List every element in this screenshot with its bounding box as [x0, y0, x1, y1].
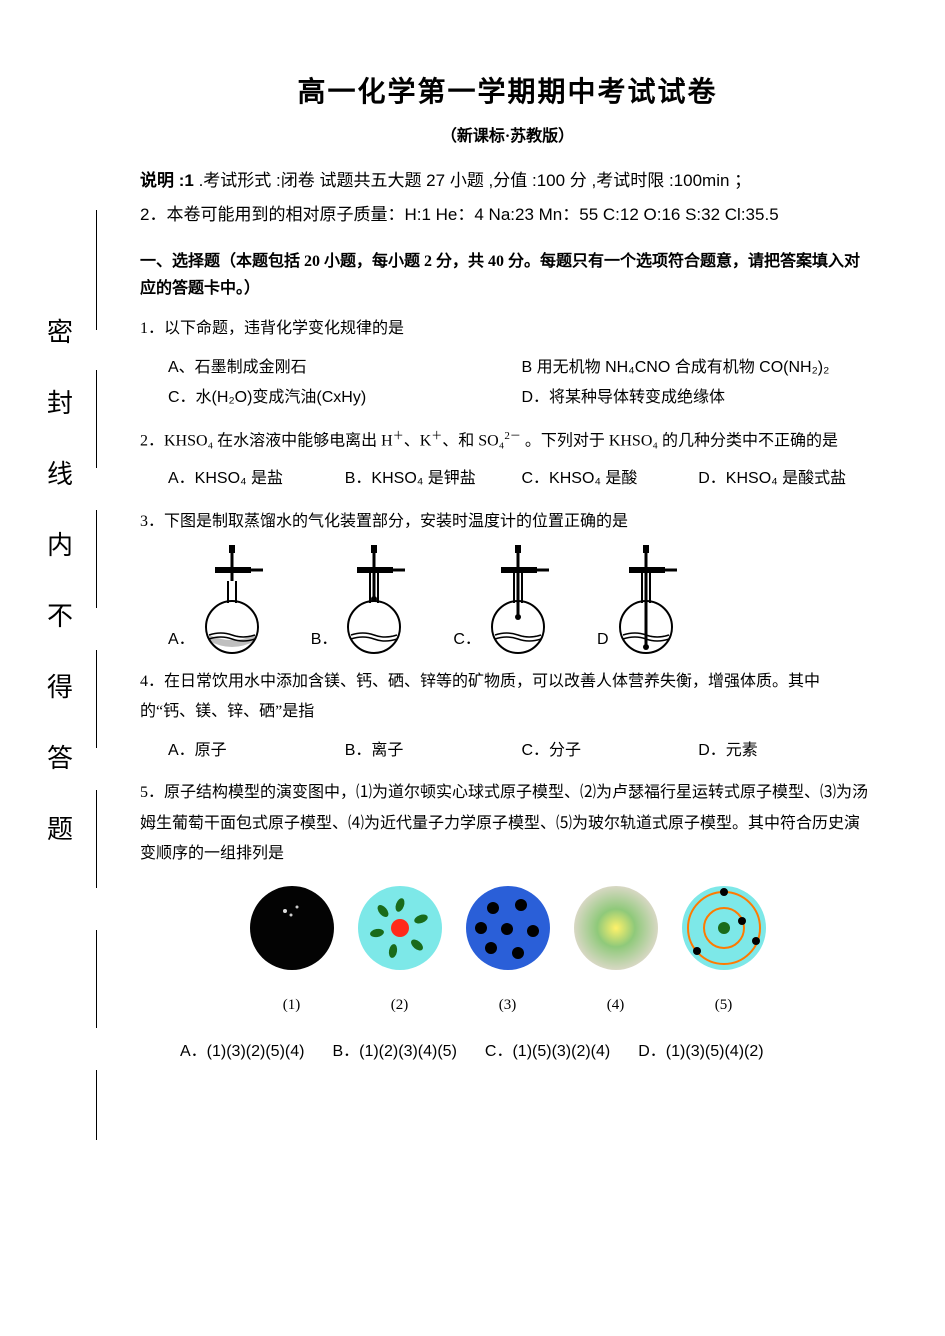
question-3: 3．下图是制取蒸馏水的气化装置部分，安装时温度计的位置正确的是 A．	[140, 507, 875, 655]
seal-char: 不	[40, 596, 80, 633]
seal-line	[96, 1070, 97, 1140]
q2-opt-c: C．KHSO₄ 是酸	[522, 464, 699, 494]
q4-opt-a: A．原子	[168, 736, 345, 766]
q3-opt-a: A．	[168, 625, 195, 655]
page-subtitle: （新课标·苏教版）	[140, 122, 875, 146]
seal-char: 线	[40, 454, 80, 491]
q1-opt-c: C．水(H₂O)变成汽油(CxHy)	[168, 383, 522, 413]
q1-opt-d: D．将某种导体转变成绝缘体	[522, 383, 876, 413]
flask-diagrams: A． B．	[140, 545, 875, 655]
q3-opt-c: C．	[453, 625, 481, 655]
atom-model-2-icon	[355, 883, 445, 973]
q3-opt-d: D	[597, 625, 609, 655]
flask-a-icon	[201, 545, 271, 655]
question-3-text: 3．下图是制取蒸馏水的气化装置部分，安装时温度计的位置正确的是	[140, 507, 875, 537]
q4-opt-c: C．分子	[522, 736, 699, 766]
question-4: 4．在日常饮用水中添加含镁、钙、硒、锌等的矿物质，可以改善人体营养失衡，增强体质…	[140, 667, 875, 766]
q5-opt-b: B．(1)(2)(3)(4)(5)	[332, 1037, 456, 1067]
atom-model-3-icon	[463, 883, 553, 973]
section-1-header: 一、选择题（本题包括 20 小题，每小题 2 分，共 40 分。每题只有一个选项…	[140, 248, 875, 302]
seal-line	[96, 510, 97, 608]
flask-d-icon	[615, 545, 685, 655]
q5-opt-a: A．(1)(3)(2)(5)(4)	[180, 1037, 304, 1067]
q4-opt-b: B．离子	[345, 736, 522, 766]
seal-char: 密	[40, 312, 80, 349]
seal-line	[96, 370, 97, 468]
q4-opt-d: D．元素	[698, 736, 875, 766]
flask-c-icon	[487, 545, 557, 655]
seal-line	[96, 790, 97, 888]
exam-instructions: 说明 :1 .考试形式 :闭卷 试题共五大题 27 小题 ,分值 :100 分 …	[140, 164, 875, 232]
seal-line	[96, 210, 97, 330]
seal-char: 答	[40, 738, 80, 775]
question-4-text: 4．在日常饮用水中添加含镁、钙、硒、锌等的矿物质，可以改善人体营养失衡，增强体质…	[140, 667, 875, 728]
question-5-text: 5．原子结构模型的演变图中，⑴为道尔顿实心球式原子模型、⑵为卢瑟福行星运转式原子…	[140, 778, 875, 869]
q1-opt-b: B 用无机物 NH₄CNO 合成有机物 CO(NH₂)₂	[522, 353, 876, 383]
q5-opt-d: D．(1)(3)(5)(4)(2)	[638, 1037, 763, 1067]
atom-model-4-icon	[571, 883, 661, 973]
q2-opt-a: A．KHSO₄ 是盐	[168, 464, 345, 494]
instructions-line2: 2．本卷可能用到的相对原子质量：H:1 He：4 Na:23 Mn：55 C:1…	[140, 205, 779, 224]
flask-b-icon	[343, 545, 413, 655]
atom-label-3: (3)	[463, 991, 553, 1020]
seal-char: 得	[40, 667, 80, 704]
seal-char: 内	[40, 525, 80, 562]
atom-models: (1) (2)	[140, 883, 875, 1019]
seal-line	[96, 930, 97, 1028]
q3-opt-b: B．	[311, 625, 338, 655]
seal-char: 题	[40, 809, 80, 846]
q5-opt-c: C．(1)(5)(3)(2)(4)	[485, 1037, 610, 1067]
question-1-text: 1．以下命题，违背化学变化规律的是	[140, 314, 875, 344]
question-1: 1．以下命题，违背化学变化规律的是 A、石墨制成金刚石 B 用无机物 NH₄CN…	[140, 314, 875, 413]
instructions-line1: .考试形式 :闭卷 试题共五大题 27 小题 ,分值 :100 分 ,考试时限 …	[194, 171, 751, 190]
atom-label-1: (1)	[247, 991, 337, 1020]
page-title: 高一化学第一学期期中考试试卷	[140, 70, 875, 110]
atom-label-4: (4)	[571, 991, 661, 1020]
question-2-text: 2．KHSO₄ 在水溶液中能够电离出 H＋、K＋、和 SO₄2－ 。下列对于 K…	[140, 426, 875, 457]
seal-char: 封	[40, 383, 80, 420]
instructions-prefix: 说明 :1	[140, 171, 194, 190]
seal-line	[96, 650, 97, 748]
atom-label-5: (5)	[679, 991, 769, 1020]
atom-model-5-icon	[679, 883, 769, 973]
q2-opt-b: B．KHSO₄ 是钾盐	[345, 464, 522, 494]
seal-column: 密 封 线 内 不 得 答 题	[40, 300, 80, 880]
q1-opt-a: A、石墨制成金刚石	[168, 353, 522, 383]
question-5: 5．原子结构模型的演变图中，⑴为道尔顿实心球式原子模型、⑵为卢瑟福行星运转式原子…	[140, 778, 875, 1067]
q2-opt-d: D．KHSO₄ 是酸式盐	[698, 464, 875, 494]
page-content: 高一化学第一学期期中考试试卷 （新课标·苏教版） 说明 :1 .考试形式 :闭卷…	[0, 0, 945, 1120]
question-2: 2．KHSO₄ 在水溶液中能够电离出 H＋、K＋、和 SO₄2－ 。下列对于 K…	[140, 426, 875, 495]
atom-label-2: (2)	[355, 991, 445, 1020]
atom-model-1-icon	[247, 883, 337, 973]
